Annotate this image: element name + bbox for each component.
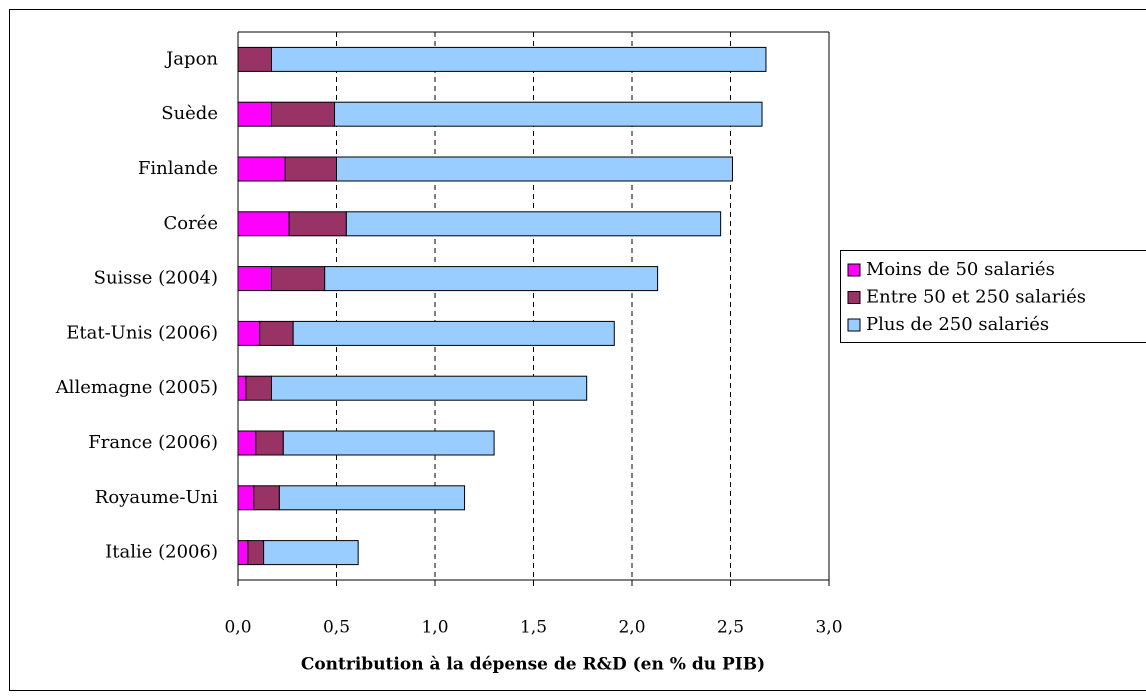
x-axis-title: Contribution à la dépense de R&D (en % d… <box>301 655 765 675</box>
y-tick-label: Allemagne (2005) <box>55 377 218 398</box>
x-tick-label: 2,5 <box>717 618 744 638</box>
bar-segment <box>237 266 272 292</box>
bar-segment <box>324 266 659 292</box>
legend-label: Entre 50 et 250 salariés <box>866 287 1086 308</box>
legend-swatch <box>847 263 861 277</box>
legend-box <box>840 250 1146 343</box>
bar-segment <box>255 430 284 456</box>
x-tick-label: 0,5 <box>323 618 350 638</box>
bar-segment <box>288 211 347 237</box>
x-tick-label: 1,0 <box>421 618 448 638</box>
bar-segment <box>247 540 265 566</box>
bar-segment <box>278 485 466 511</box>
legend-label: Plus de 250 salariés <box>866 314 1049 335</box>
bar-segment <box>237 46 272 72</box>
y-tick-label: Italie (2006) <box>105 542 218 563</box>
bar-segment <box>237 375 247 401</box>
bar-segment <box>259 320 294 346</box>
y-tick-label: France (2006) <box>88 432 218 453</box>
bar-segment <box>237 101 272 127</box>
bar-segment <box>237 211 290 237</box>
bar-segment <box>270 375 588 401</box>
bar-segment <box>270 266 326 292</box>
bar-segment <box>237 320 261 346</box>
y-tick-label: Suède <box>161 103 218 124</box>
bar-segment <box>334 101 763 127</box>
x-tick-label: 2,0 <box>618 618 645 638</box>
x-tick-label: 1,5 <box>520 618 547 638</box>
bar-segment <box>270 101 336 127</box>
y-tick-label: Royaume-Uni <box>95 487 218 508</box>
bar-segment <box>270 46 767 72</box>
bar-segment <box>282 430 495 456</box>
bar-segment <box>336 156 733 182</box>
y-tick-label: Finlande <box>138 158 218 179</box>
bar-segment <box>253 485 280 511</box>
legend-swatch <box>847 291 861 304</box>
bar-segment <box>237 540 249 566</box>
y-tick-label: Suisse (2004) <box>94 268 218 289</box>
bar-segment <box>284 156 337 182</box>
bar-segment <box>292 320 615 346</box>
bar-segment <box>237 430 257 456</box>
x-tick-label: 3,0 <box>815 618 842 638</box>
bar-segment <box>237 485 255 511</box>
y-tick-label: Corée <box>163 213 218 234</box>
bar-segment <box>345 211 722 237</box>
bar-segment <box>245 375 272 401</box>
bar-segment <box>237 156 286 182</box>
x-tick-label: 0,0 <box>224 618 251 638</box>
legend-swatch <box>847 318 861 332</box>
y-tick-label: Japon <box>164 48 218 69</box>
y-tick-label: Etat-Unis (2006) <box>66 322 218 343</box>
legend-label: Moins de 50 salariés <box>866 259 1055 280</box>
bar-segment <box>263 540 359 566</box>
